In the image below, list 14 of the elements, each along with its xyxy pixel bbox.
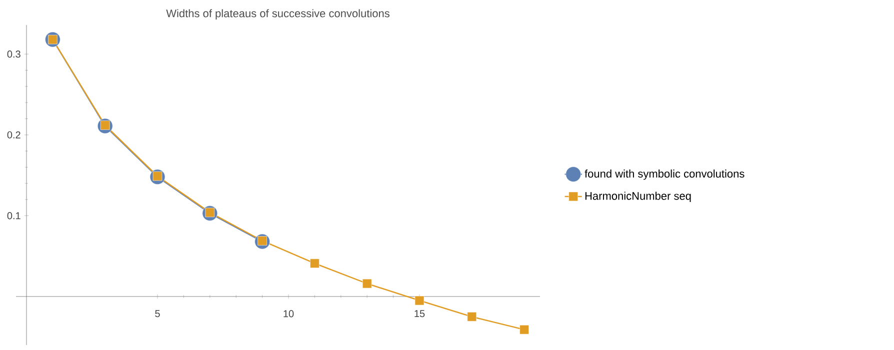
- y-tick-label: 0.3: [7, 50, 20, 58]
- legend-label: found with symbolic convolutions: [584, 170, 744, 180]
- x-tick-label: 5: [155, 310, 160, 318]
- point: [362, 278, 372, 288]
- y-tick-label: 0.2: [7, 131, 20, 138]
- legend-label: HarmonicNumber seq: [585, 192, 691, 202]
- point: [467, 312, 477, 322]
- x-tick-label: 10: [284, 310, 294, 318]
- point: [414, 296, 424, 306]
- point: [520, 324, 529, 334]
- point: [310, 258, 320, 268]
- chart-title: Widths of plateaus of successive convolutions: [166, 9, 390, 20]
- y-tick-label: 0.1: [7, 212, 20, 220]
- x-tick-label: 15: [414, 310, 425, 318]
